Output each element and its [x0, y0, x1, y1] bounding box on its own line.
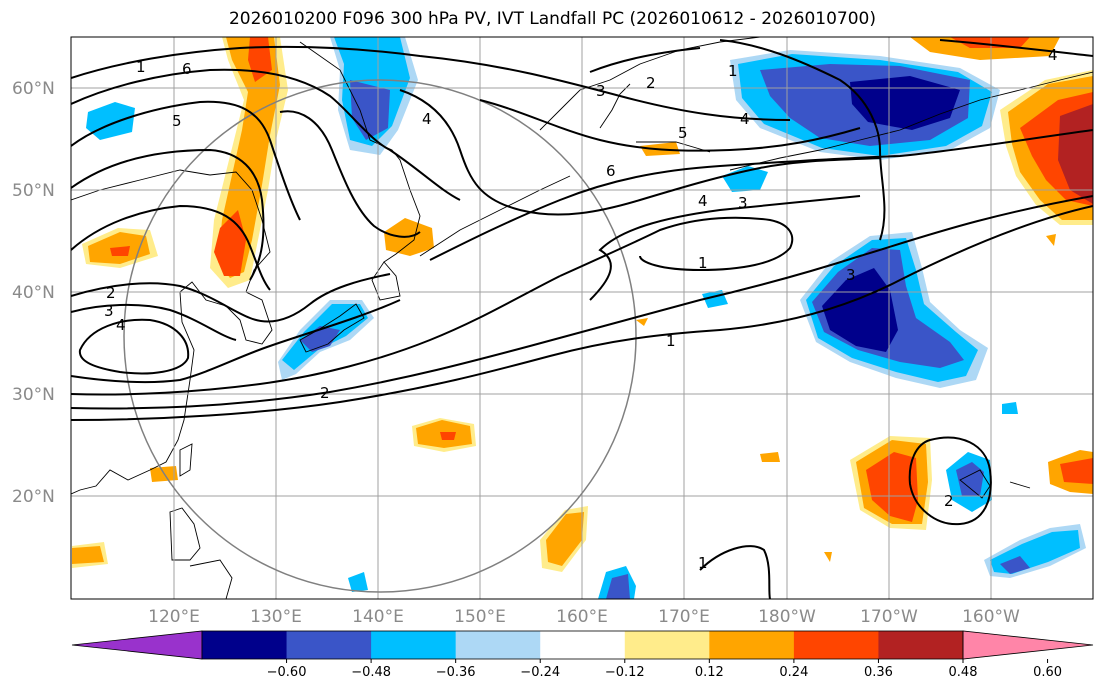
map-frame	[70, 36, 1094, 600]
plot-title: 2026010200 F096 300 hPa PV, IVT Landfall…	[228, 9, 876, 29]
svg-text:3: 3	[104, 302, 114, 320]
map-area: 1 6 5 2 3 4 4 1 2 3 4 5 6 4 3 1 2 3 4 1 …	[71, 37, 1093, 599]
svg-text:2: 2	[944, 492, 954, 510]
ivt-contours	[71, 39, 1093, 599]
svg-text:1: 1	[698, 254, 708, 272]
colorbar-segment	[286, 631, 372, 659]
colorbar-tick-label: −0.24	[520, 665, 560, 680]
contour-labels: 1 6 5 2 3 4 4 1 2 3 4 5 6 4 3 1 2 3 4 1 …	[104, 46, 1058, 572]
coastlines	[71, 37, 1093, 599]
svg-text:170°E: 170°E	[658, 607, 710, 627]
svg-text:3: 3	[846, 266, 856, 284]
svg-text:130°E: 130°E	[250, 607, 302, 627]
svg-text:6: 6	[182, 60, 192, 78]
svg-text:150°E: 150°E	[454, 607, 506, 627]
svg-text:50°N: 50°N	[12, 181, 55, 201]
colorbar-tick-label: 0.36	[864, 665, 893, 680]
svg-text:5: 5	[172, 112, 182, 130]
svg-text:1: 1	[666, 332, 676, 350]
svg-text:40°N: 40°N	[12, 283, 55, 303]
colorbar-segment	[371, 631, 457, 659]
svg-text:170°W: 170°W	[860, 607, 918, 627]
svg-text:2: 2	[646, 74, 656, 92]
latitude-labels: 60°N 50°N 40°N 30°N 20°N	[12, 79, 55, 507]
colorbar: −0.60 −0.48 −0.36 −0.24 −0.12 0.12 0.24 0.36 0.4…	[71, 630, 1094, 680]
pv-shading	[72, 37, 1093, 599]
svg-text:5: 5	[678, 124, 688, 142]
svg-text:2: 2	[106, 284, 116, 302]
colorbar-segment	[793, 631, 879, 659]
svg-text:160°E: 160°E	[556, 607, 608, 627]
svg-text:4: 4	[1048, 46, 1058, 64]
svg-text:160°W: 160°W	[962, 607, 1020, 627]
svg-text:4: 4	[698, 192, 708, 210]
svg-text:1: 1	[136, 58, 146, 76]
colorbar-segment	[624, 631, 710, 659]
svg-text:4: 4	[422, 110, 432, 128]
longitude-labels: 120°E 130°E 140°E 150°E 160°E 170°E 180°…	[148, 607, 1020, 627]
gridlines	[71, 37, 1093, 599]
svg-text:60°N: 60°N	[12, 79, 55, 99]
svg-text:4: 4	[116, 316, 126, 334]
colorbar-tick-label: −0.12	[605, 665, 645, 680]
svg-text:2: 2	[320, 384, 330, 402]
svg-text:120°E: 120°E	[148, 607, 200, 627]
svg-text:3: 3	[596, 82, 606, 100]
svg-text:6: 6	[606, 162, 616, 180]
colorbar-arrow-high	[962, 630, 1094, 660]
svg-text:20°N: 20°N	[12, 487, 55, 507]
colorbar-segment	[540, 631, 626, 659]
colorbar-segment	[709, 631, 795, 659]
colorbar-arrow-low	[71, 630, 203, 660]
colorbar-tick-label: 0.48	[949, 665, 978, 680]
svg-text:140°E: 140°E	[352, 607, 404, 627]
svg-text:1: 1	[698, 554, 708, 572]
svg-text:180°W: 180°W	[758, 607, 816, 627]
colorbar-tick-label: 0.12	[695, 665, 724, 680]
svg-text:30°N: 30°N	[12, 385, 55, 405]
svg-text:3: 3	[738, 194, 748, 212]
svg-text:4: 4	[740, 110, 750, 128]
colorbar-tick-label: −0.48	[351, 665, 391, 680]
colorbar-segment	[202, 631, 288, 659]
colorbar-tick-label: −0.36	[436, 665, 476, 680]
colorbar-segment	[455, 631, 541, 659]
landfall-circle	[123, 79, 637, 593]
colorbar-tick-label: −0.60	[267, 665, 307, 680]
colorbar-segment	[878, 631, 964, 659]
colorbar-tick-label: 0.24	[779, 665, 808, 680]
svg-text:1: 1	[728, 62, 738, 80]
colorbar-tick-label: 0.60	[1033, 665, 1062, 680]
